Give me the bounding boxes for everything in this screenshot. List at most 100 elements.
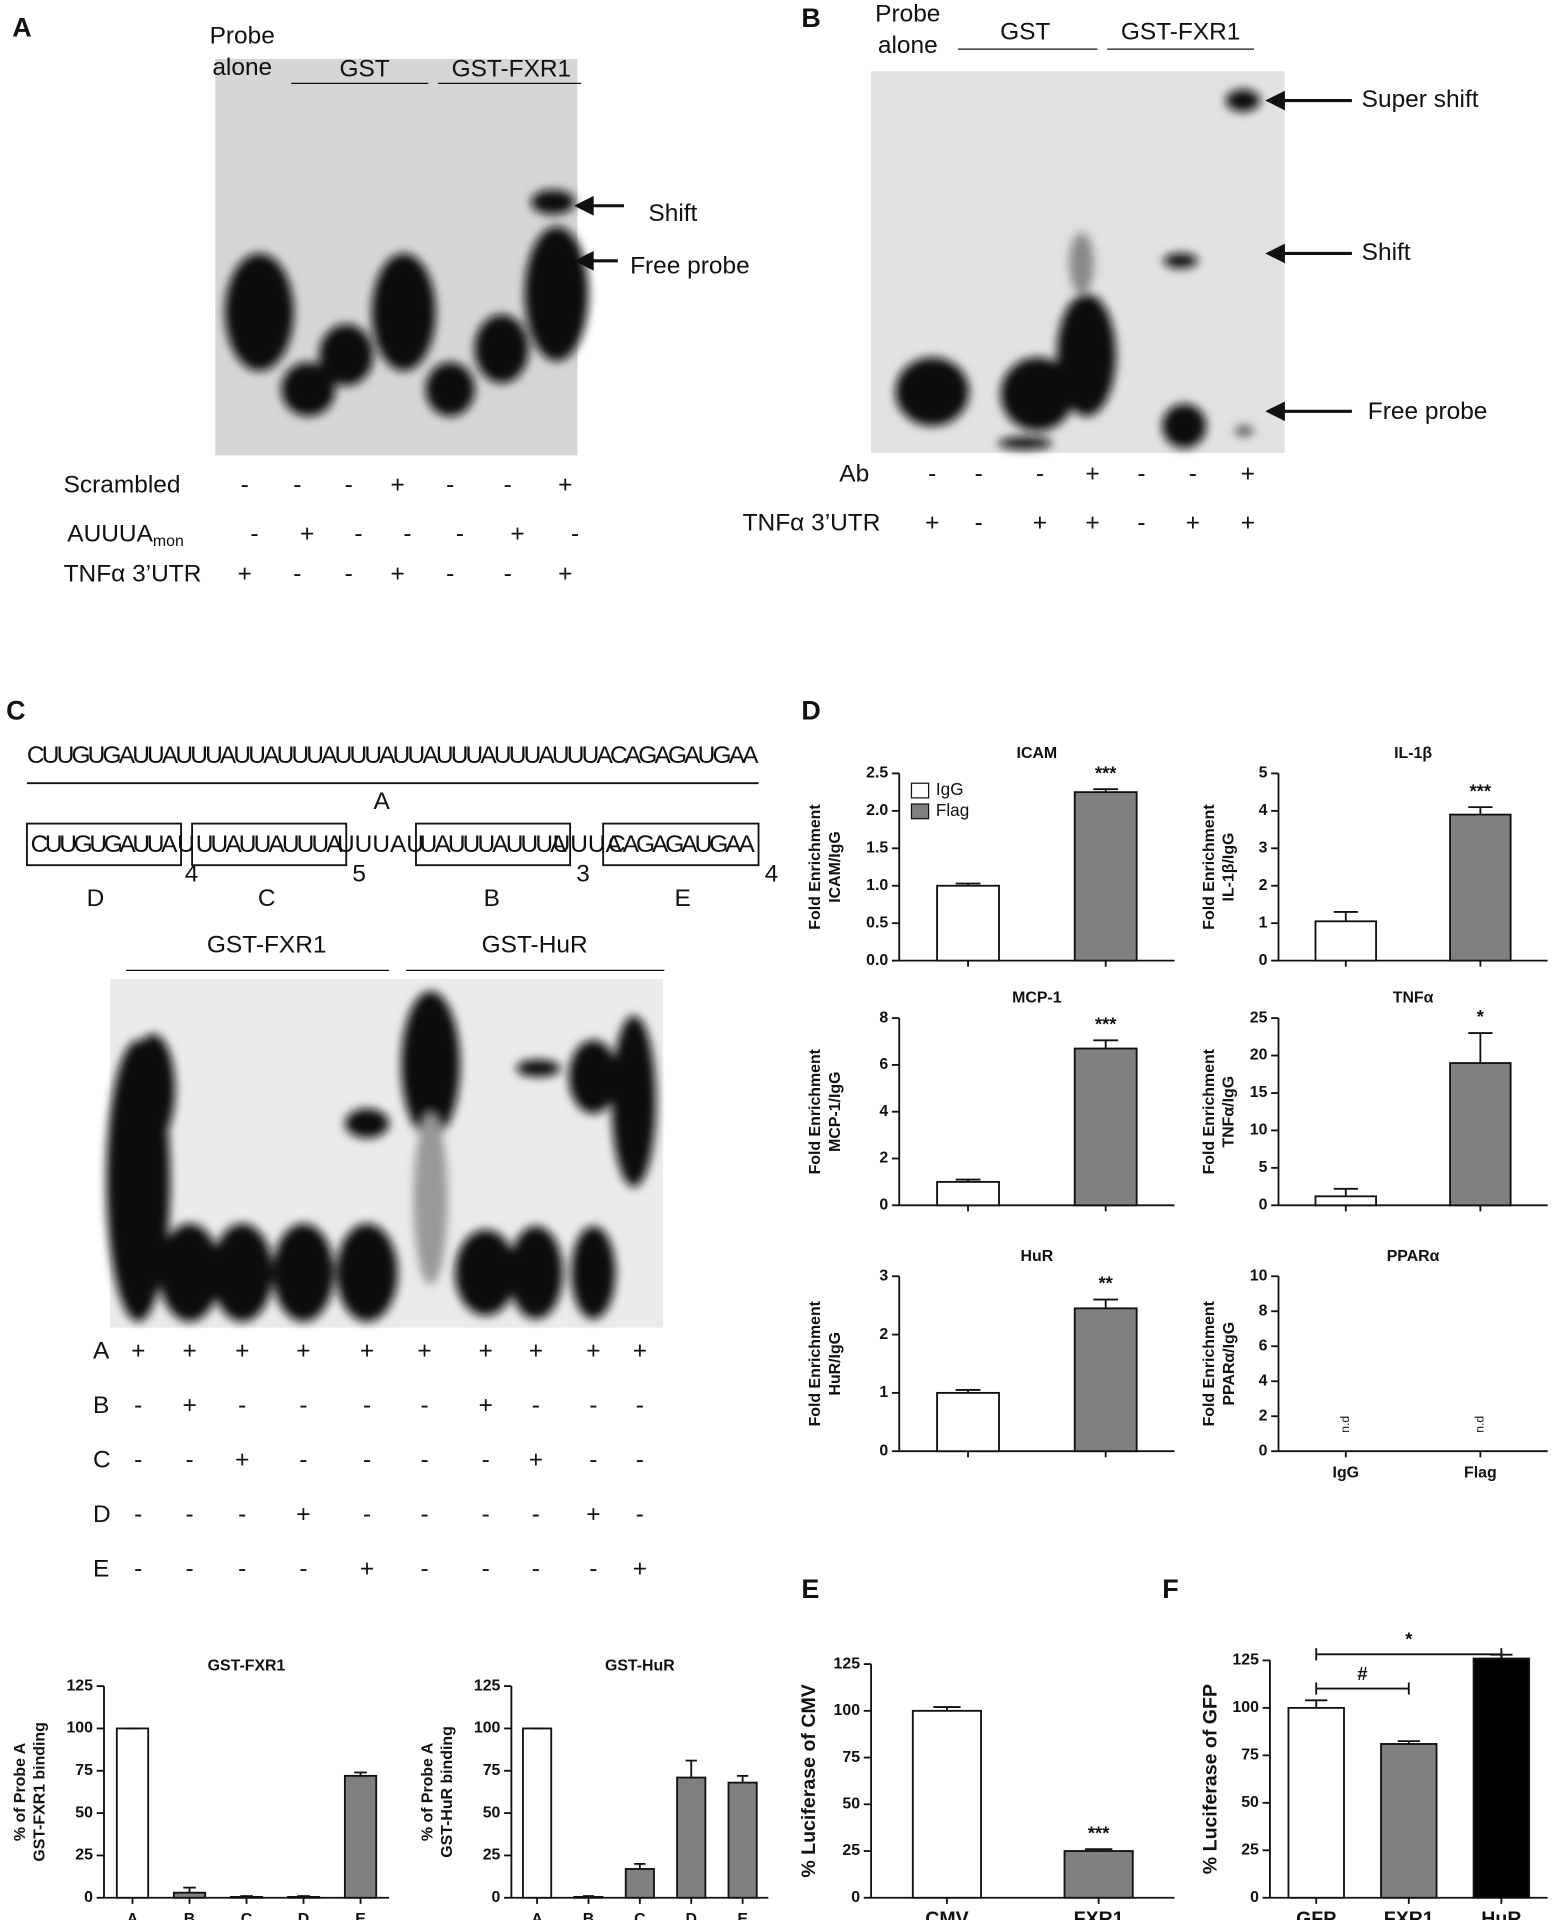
fragment: UUAUUAUUUA [196,831,343,858]
repeat-count: 4 [185,860,199,887]
y-tick-label: 2 [1259,1407,1268,1424]
sign: - [299,1555,307,1582]
panel-label: F [1162,1574,1178,1604]
x-tick-label: FXR1 [1384,1908,1434,1920]
y-tick-label: 10 [1250,1122,1268,1139]
y-axis-label: % Luciferase of CMV [798,1684,820,1877]
sign: - [1137,460,1145,487]
y-tick-label: 0 [1250,1889,1259,1906]
bar [936,884,1000,962]
sign: - [504,471,512,498]
y-tick-label: 6 [1259,1337,1268,1354]
fragment-label: D [87,885,105,912]
sign: - [482,1555,490,1582]
legend-label: Flag [936,801,969,820]
sign: - [482,1501,490,1528]
y-axis-label: PPARα/IgG [1221,1322,1238,1406]
y-tick-label: 0 [879,1442,888,1459]
chart: 0 5 10 15 20 25 TNFα Fold Enrichment TNFα/IgG * [1201,990,1548,1214]
y-tick-label: 1.5 [866,840,888,857]
row-label: E [93,1555,109,1582]
y-tick-label: 0 [492,1889,501,1906]
significance: *** [1095,762,1117,783]
sign: - [636,1501,644,1528]
bar [1063,1850,1134,1899]
fragment-label: C [258,885,276,912]
chart: 0 1 2 3 4 5 IL-1β Fold Enrichment IL-1β/IgG *** [1201,745,1548,969]
panel-label: B [801,3,820,33]
bar [727,1781,758,1899]
sign: - [504,561,512,588]
y-axis-label: Fold Enrichment [807,1300,824,1426]
probe-label: A [374,788,391,815]
group-label: GST [339,55,389,82]
y-tick-label: 25 [1250,1009,1268,1026]
sign: - [134,1555,142,1582]
bar [286,1896,321,1899]
y-tick-label: 3 [1259,840,1268,857]
sign: - [1036,460,1044,487]
x-tick-label: C [634,1911,646,1920]
sign: + [479,1392,493,1419]
sign: + [300,520,314,547]
sign: - [420,1555,428,1582]
y-tick-label: 100 [66,1720,93,1737]
bar [1314,920,1377,962]
sign: + [1085,460,1099,487]
y-tick-label: 4 [1259,1372,1268,1389]
sign: + [390,561,404,588]
group-label: GST-HuR [482,931,588,958]
sign: - [250,520,258,547]
y-tick-label: 2.0 [866,802,888,819]
sign: + [586,1338,600,1365]
y-tick-label: 1 [1259,914,1268,931]
y-axis-label: % Luciferase of GFP [1199,1684,1221,1874]
sign: - [363,1446,371,1473]
group-label: GST [1000,19,1050,46]
y-tick-label: 25 [75,1847,93,1864]
legend-swatch [910,782,930,799]
chart: 0 25 50 75 100 125 % Luciferase of CMV CMV FXR1 *… [798,1655,1175,1920]
row-label: B [93,1392,109,1419]
fragment: UAUUUAUUUA [420,831,567,858]
row-label: AUUUAmon [67,520,184,550]
bracket [1315,1648,1503,1661]
y-tick-label: 2.5 [866,765,888,782]
chart-title: IL-1β [1394,745,1432,762]
x-tick-label: GFP [1296,1908,1336,1920]
y-tick-label: 75 [1241,1747,1259,1764]
y-tick-label: 125 [66,1677,93,1694]
y-tick-label: 75 [75,1762,93,1779]
sign: - [975,509,983,536]
y-tick-label: 5 [1259,765,1268,782]
y-tick-label: 75 [842,1749,860,1766]
sign: - [186,1446,194,1473]
sign: + [131,1338,145,1365]
y-axis-label: MCP-1/IgG [827,1072,844,1152]
sign: - [589,1555,597,1582]
chart-title: MCP-1 [1012,990,1062,1007]
chart: 0 25 50 75 100 125 % Luciferase of GFP GFP FXR1 H… [1199,1629,1548,1920]
x-tick-label: D [685,1911,696,1920]
sign: - [293,471,301,498]
value-label: n.d [1473,1416,1487,1433]
gel-b [871,48,1352,453]
legend-swatch [910,803,930,820]
significance: ** [1099,1273,1114,1294]
sign: + [558,471,572,498]
sign: + [925,509,939,536]
y-axis-label: GST-FXR1 binding [32,1722,49,1861]
bracket-label: # [1357,1663,1367,1684]
fragment: CAGAGAUGAA [608,831,755,858]
sign: - [456,520,464,547]
y-tick-label: 100 [1232,1699,1259,1716]
sign: - [589,1446,597,1473]
y-tick-label: 3 [879,1267,888,1284]
sign: - [928,460,936,487]
sign: - [186,1555,194,1582]
gel-c [25,782,760,1328]
sign: - [532,1392,540,1419]
panel-label: E [801,1574,819,1604]
sign: + [558,561,572,588]
bar [911,1709,982,1899]
